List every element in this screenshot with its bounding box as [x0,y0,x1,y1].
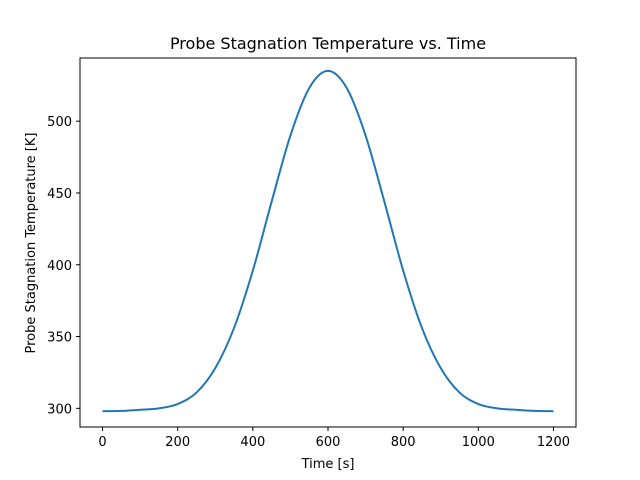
x-tick-label: 1200 [537,435,570,450]
chart-title: Probe Stagnation Temperature vs. Time [170,34,486,53]
y-axis-label: Probe Stagnation Temperature [K] [24,133,39,354]
y-tick-label: 500 [47,115,72,130]
x-tick-label: 1000 [462,435,495,450]
x-tick-label: 200 [165,435,190,450]
series-layer [102,69,554,413]
axes: 0 200 400 600 800 1000 1200 300 350 400 450 500 [47,57,577,450]
y-tick-label: 450 [47,187,72,202]
y-tick-label: 300 [47,402,72,417]
series-line-0 [102,69,554,413]
x-axis-label: Time [s] [301,457,355,472]
y-tick-label: 400 [47,259,72,274]
x-tick-label: 800 [391,435,416,450]
x-tick-label: 600 [316,435,341,450]
x-tick-label: 0 [98,435,106,450]
x-tick-label: 400 [240,435,265,450]
y-tick-label: 350 [47,331,72,346]
